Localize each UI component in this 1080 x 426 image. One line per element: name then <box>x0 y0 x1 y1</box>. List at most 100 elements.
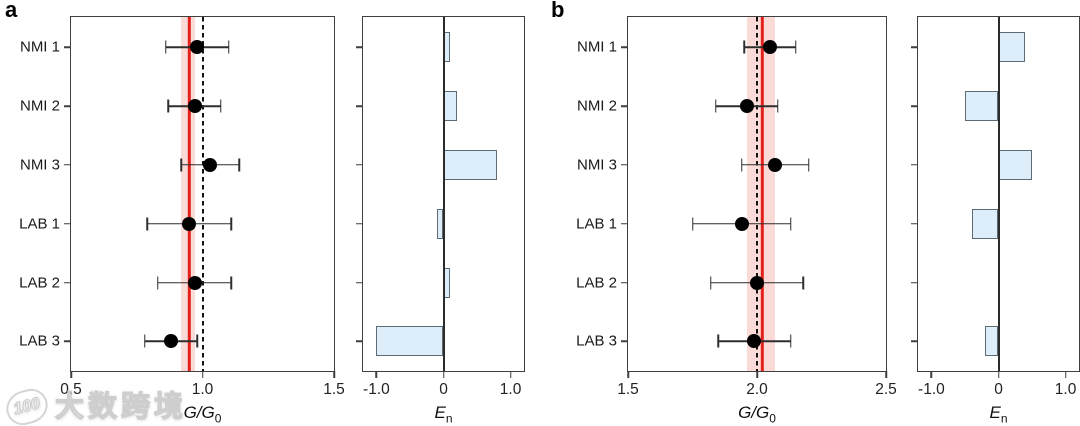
en-bar <box>998 149 1033 180</box>
x-axis-label: En <box>434 403 452 425</box>
category-label: LAB 3 <box>19 332 60 350</box>
error-bar-cap-left <box>714 99 717 113</box>
y-tick <box>356 105 363 107</box>
en-bar <box>964 91 999 122</box>
data-point <box>203 157 218 172</box>
error-bar-cap-right <box>230 276 233 289</box>
reference-line <box>188 17 191 371</box>
x-axis-label-base: E <box>434 403 446 422</box>
data-point <box>163 334 178 349</box>
error-bar-cap-left <box>143 334 146 348</box>
x-tick <box>885 371 887 378</box>
watermark-logo-icon: 100 <box>2 385 52 426</box>
y-tick <box>356 46 363 49</box>
y-tick <box>64 46 71 49</box>
x-tick <box>375 371 378 378</box>
data-point <box>182 216 197 231</box>
data-point <box>762 40 777 55</box>
category-label: NMI 3 <box>19 156 60 174</box>
en-bar <box>985 326 999 357</box>
error-bar-cap-right <box>807 158 810 172</box>
data-point <box>190 40 205 55</box>
y-tick <box>621 164 628 166</box>
en-bar <box>443 32 451 63</box>
category-label: NMI 1 <box>576 38 617 56</box>
x-axis-label: G/G0 <box>738 403 776 425</box>
data-point <box>747 334 762 349</box>
x-tick <box>997 371 1000 378</box>
x-tick-label: -1.0 <box>918 381 945 398</box>
error-bar-cap-right <box>230 217 233 231</box>
x-axis-label-base: G/G <box>738 403 770 422</box>
en-bar <box>376 326 444 357</box>
x-tick <box>1064 371 1067 378</box>
x-tick-label: -1.0 <box>363 381 390 398</box>
y-tick <box>64 281 71 284</box>
x-tick-label: 0 <box>439 381 448 398</box>
y-tick <box>911 222 918 225</box>
watermark: 100 大数跨境 <box>2 385 188 426</box>
x-tick <box>509 371 512 378</box>
dot-plot-panel-b: NMI 1 NMI 2 NMI 3 LAB 1 LAB 2 LAB 3 1.5 2.0 2.5 G… <box>576 16 897 425</box>
y-tick <box>356 164 363 166</box>
error-bar-cap-right <box>789 334 792 348</box>
x-tick <box>333 371 335 378</box>
error-bar-cap-right <box>220 99 222 113</box>
x-tick <box>70 371 72 378</box>
y-tick <box>621 222 628 225</box>
category-label: NMI 2 <box>576 97 617 115</box>
panel-label-a: a <box>5 0 18 22</box>
error-bar-cap-left <box>709 276 712 289</box>
x-axis-label-base: G/G <box>183 403 215 422</box>
watermark-text: 大数跨境 <box>54 390 188 423</box>
x-tick <box>930 371 933 378</box>
zero-line <box>442 17 445 371</box>
y-tick <box>911 281 918 284</box>
x-tick-label: 0.5 <box>60 381 82 398</box>
y-tick <box>356 281 363 284</box>
y-tick <box>64 105 71 107</box>
error-bar-cap-right <box>802 276 805 289</box>
x-axis-label-subscript: n <box>1000 411 1008 426</box>
category-label: LAB 1 <box>19 215 60 233</box>
x-tick-label: 1.0 <box>191 381 214 398</box>
x-tick-label: 1.5 <box>323 381 345 398</box>
category-label: NMI 3 <box>576 156 617 174</box>
y-tick <box>621 281 628 284</box>
error-bar-cap-right <box>196 334 198 348</box>
y-tick <box>64 222 71 225</box>
data-point <box>768 157 783 172</box>
y-tick <box>911 164 918 166</box>
y-tick <box>911 340 918 342</box>
y-tick <box>356 222 363 225</box>
data-point <box>734 216 749 231</box>
data-point <box>739 99 754 114</box>
x-tick-label: 2.5 <box>875 381 897 398</box>
data-point <box>750 275 764 290</box>
x-tick <box>756 371 758 378</box>
category-label: NMI 2 <box>19 97 60 115</box>
x-tick <box>201 371 204 378</box>
en-bar <box>998 32 1026 63</box>
en-bar <box>971 208 999 239</box>
x-axis-label: G/G0 <box>184 403 222 425</box>
zero-line <box>997 17 1000 371</box>
error-bar-cap-right <box>228 40 230 54</box>
y-tick <box>64 164 71 166</box>
error-bar-cap-left <box>167 99 170 113</box>
x-axis-label-subscript: 0 <box>214 411 222 426</box>
error-bar-cap-right <box>238 158 241 172</box>
x-tick-label: 2.0 <box>746 381 768 398</box>
error-bar-cap-right <box>789 217 792 231</box>
x-axis-label-subscript: 0 <box>769 411 776 426</box>
category-label: LAB 2 <box>19 274 60 291</box>
error-bar-cap-left <box>740 158 743 172</box>
error-bar-cap-left <box>164 40 167 54</box>
error-bar-cap-left <box>157 276 159 289</box>
y-tick <box>911 105 918 107</box>
en-bar <box>443 91 457 122</box>
data-point <box>187 275 202 290</box>
y-tick <box>621 340 628 342</box>
en-bar <box>443 267 451 298</box>
